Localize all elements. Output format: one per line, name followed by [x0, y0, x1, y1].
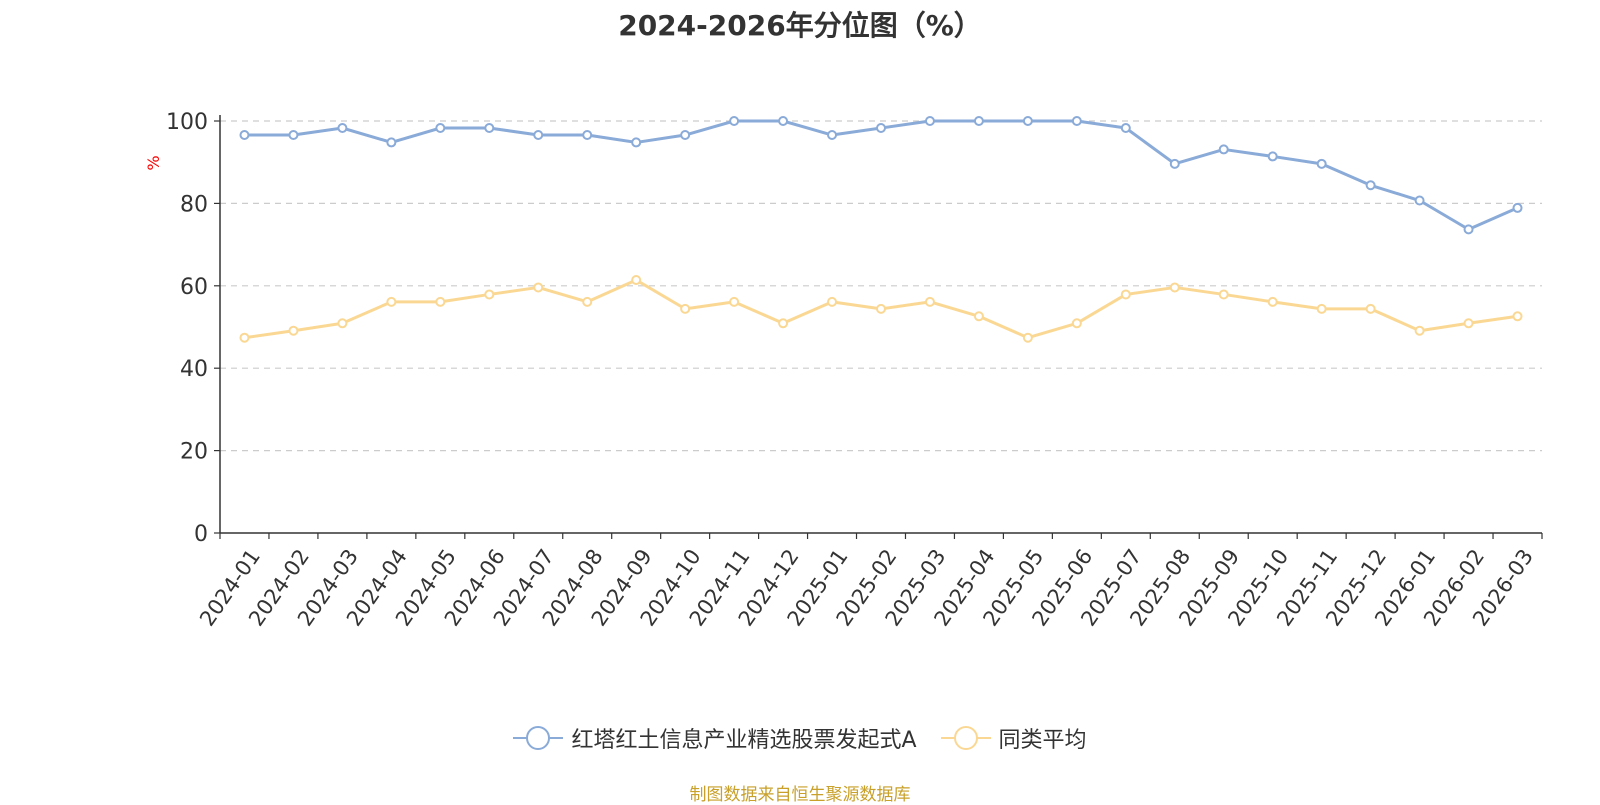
data-point — [876, 303, 886, 314]
data-point — [1022, 116, 1033, 126]
y-tick-label: 100 — [166, 110, 208, 135]
data-point — [1120, 289, 1131, 300]
data-point — [239, 130, 250, 141]
data-point — [827, 296, 838, 307]
data-point — [386, 296, 397, 307]
y-tick-label: 60 — [180, 275, 208, 300]
grid-lines — [220, 120, 1542, 452]
data-point — [484, 123, 495, 134]
legend-label-peer-average: 同类平均 — [998, 728, 1087, 753]
data-point — [484, 289, 495, 300]
data-point — [1463, 224, 1474, 235]
data-point — [1414, 195, 1425, 206]
legend-label-fund: 红塔红土信息产业精选股票发起式A — [571, 728, 917, 753]
data-point — [1267, 296, 1278, 307]
legend-item-fund[interactable]: 红塔红土信息产业精选股票发起式A — [513, 722, 917, 754]
data-point — [337, 123, 348, 134]
data-point — [1022, 332, 1033, 343]
data-point — [1365, 180, 1376, 191]
y-axis-label: % — [144, 155, 163, 170]
data-point — [1071, 116, 1082, 126]
series — [239, 116, 1523, 343]
data-point — [1512, 311, 1523, 322]
data-point — [924, 296, 935, 307]
chart-title: 2024-2026年分位图（%） — [618, 9, 982, 42]
data-point — [1512, 202, 1523, 213]
legend-marker-peer-average-icon — [940, 725, 991, 751]
data-point — [1267, 151, 1278, 162]
data-point — [924, 116, 935, 126]
data-point — [288, 325, 299, 336]
y-tick-label: 0 — [194, 522, 208, 547]
y-tick-label: 80 — [180, 192, 208, 217]
series-line-0 — [244, 119, 1519, 231]
data-point — [435, 123, 446, 134]
data-point — [1463, 318, 1474, 329]
y-tick-label: 40 — [180, 357, 208, 382]
data-point — [680, 303, 691, 314]
data-point — [1316, 158, 1327, 169]
data-point — [1218, 289, 1229, 300]
data-point — [1120, 123, 1131, 134]
data-point — [337, 318, 348, 329]
data-point — [973, 311, 984, 322]
legend: 红塔红土信息产业精选股票发起式A 同类平均 — [0, 722, 1600, 754]
data-point — [778, 318, 789, 329]
y-tick-label: 20 — [180, 440, 208, 465]
data-point — [729, 116, 740, 126]
data-point — [1218, 144, 1229, 155]
data-point — [1169, 282, 1180, 293]
data-point — [1365, 303, 1376, 314]
data-point — [1414, 325, 1425, 336]
data-point — [729, 296, 740, 307]
data-point — [239, 332, 250, 343]
legend-item-peer-average[interactable]: 同类平均 — [940, 722, 1087, 754]
data-point — [778, 116, 789, 126]
data-point — [288, 130, 299, 141]
legend-marker-fund-icon — [513, 725, 564, 751]
data-point — [386, 137, 397, 148]
data-point — [631, 137, 642, 148]
data-point — [1169, 158, 1180, 169]
data-point — [435, 296, 446, 307]
axes: 0204060801002024-012024-022024-032024-04… — [166, 110, 1543, 630]
data-point — [582, 130, 593, 141]
data-point — [533, 130, 544, 141]
data-point — [876, 123, 886, 134]
source-note: 制图数据来自恒生聚源数据库 — [689, 785, 911, 805]
data-point — [827, 130, 838, 141]
data-point — [533, 282, 544, 293]
data-point — [973, 116, 984, 126]
data-point — [631, 275, 642, 286]
data-point — [1071, 318, 1082, 329]
data-point — [680, 130, 691, 141]
data-point — [1316, 303, 1327, 314]
data-point — [582, 296, 593, 307]
